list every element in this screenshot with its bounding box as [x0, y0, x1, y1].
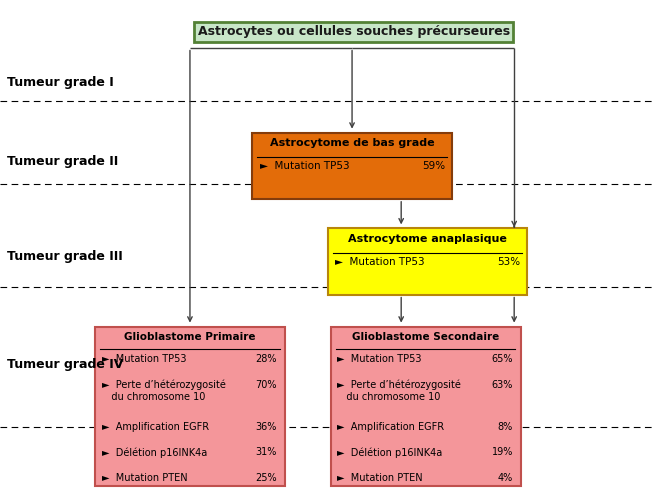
Text: 8%: 8% — [498, 422, 513, 432]
Text: Tumeur grade III: Tumeur grade III — [7, 250, 122, 263]
Text: ►  Mutation PTEN: ► Mutation PTEN — [102, 473, 187, 483]
FancyBboxPatch shape — [328, 228, 527, 295]
Text: Tumeur grade II: Tumeur grade II — [7, 155, 118, 167]
FancyBboxPatch shape — [331, 327, 521, 486]
Text: 31%: 31% — [255, 447, 277, 457]
Text: ►  Amplification EGFR: ► Amplification EGFR — [337, 422, 445, 432]
Text: ►  Mutation TP53: ► Mutation TP53 — [102, 354, 186, 364]
Text: Astrocytes ou cellules souches précurseures: Astrocytes ou cellules souches précurseu… — [198, 26, 510, 38]
FancyBboxPatch shape — [95, 327, 285, 486]
Text: 28%: 28% — [255, 354, 277, 364]
Text: 25%: 25% — [255, 473, 277, 483]
Text: ►  Amplification EGFR: ► Amplification EGFR — [102, 422, 209, 432]
FancyBboxPatch shape — [252, 133, 452, 199]
Text: 65%: 65% — [491, 354, 513, 364]
Text: Glioblastome Secondaire: Glioblastome Secondaire — [352, 332, 499, 342]
Text: Tumeur grade IV: Tumeur grade IV — [7, 358, 123, 371]
Text: Glioblastome Primaire: Glioblastome Primaire — [124, 332, 255, 342]
Text: ►  Mutation PTEN: ► Mutation PTEN — [337, 473, 423, 483]
Text: 19%: 19% — [491, 447, 513, 457]
Text: 4%: 4% — [498, 473, 513, 483]
Text: 63%: 63% — [491, 380, 513, 389]
Text: ►  Délétion p16INK4a: ► Délétion p16INK4a — [337, 447, 443, 458]
Text: ►  Perte d’hétérozygosité
   du chromosome 10: ► Perte d’hétérozygosité du chromosome 1… — [337, 380, 461, 402]
Text: 59%: 59% — [422, 161, 445, 171]
Text: Astrocytome anaplasique: Astrocytome anaplasique — [348, 234, 507, 244]
Text: ►  Mutation TP53: ► Mutation TP53 — [260, 161, 350, 171]
Text: Astrocytome de bas grade: Astrocytome de bas grade — [270, 138, 434, 148]
Text: 53%: 53% — [498, 257, 521, 267]
Text: 36%: 36% — [255, 422, 277, 432]
Text: Tumeur grade I: Tumeur grade I — [7, 76, 113, 89]
Text: ►  Mutation TP53: ► Mutation TP53 — [335, 257, 425, 267]
Text: 70%: 70% — [255, 380, 277, 389]
Text: ►  Perte d’hétérozygosité
   du chromosome 10: ► Perte d’hétérozygosité du chromosome 1… — [102, 380, 225, 402]
Text: ►  Délétion p16INK4a: ► Délétion p16INK4a — [102, 447, 207, 458]
Text: ►  Mutation TP53: ► Mutation TP53 — [337, 354, 422, 364]
